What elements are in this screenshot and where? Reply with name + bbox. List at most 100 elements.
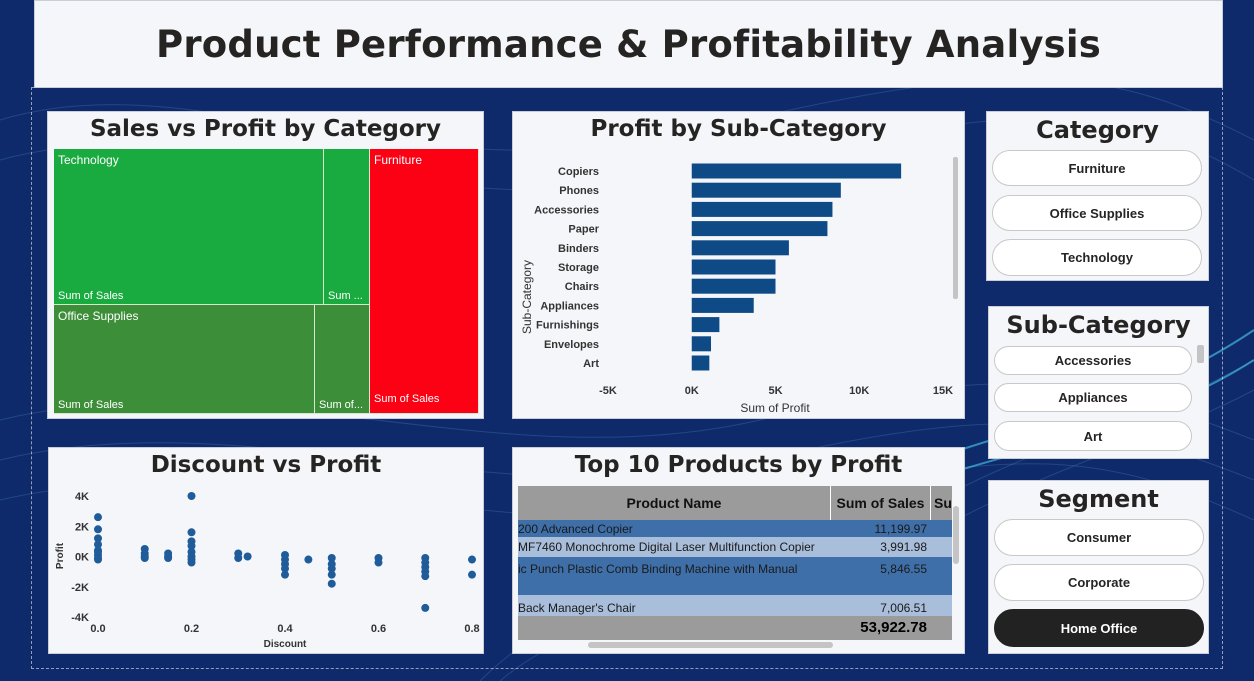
bar[interactable] — [691, 317, 720, 333]
table-row-sales: 11,199.97 — [831, 520, 931, 537]
bar-y-axis-label: Sub-Category — [520, 260, 534, 334]
scatter-point[interactable] — [327, 554, 336, 563]
slicer-option-art[interactable]: Art — [994, 421, 1192, 451]
scatter-point[interactable] — [468, 570, 476, 579]
scatter-point[interactable] — [304, 555, 313, 564]
slicer-option-accessories[interactable]: Accessories — [994, 346, 1192, 375]
scatter-title: Discount vs Profit — [150, 452, 382, 478]
scatter-point[interactable] — [94, 525, 102, 534]
slicer-option-technology[interactable]: Technology — [992, 239, 1202, 276]
table-total-cell — [931, 616, 952, 640]
treemap-tile-technology[interactable]: Technology Sum of Sales — [54, 149, 324, 305]
scatter-point[interactable] — [374, 558, 383, 567]
bar-category-label: Furnishings — [536, 320, 599, 332]
treemap-tile-footer: Sum of Sales — [58, 290, 124, 302]
col-header-sum-of-sales[interactable]: Sum of Sales — [831, 486, 931, 520]
treemap-tile-furniture[interactable]: Furniture Sum of Sales — [370, 149, 479, 414]
slicer-option-consumer[interactable]: Consumer — [994, 519, 1204, 556]
bar-chart-panel: Profit by Sub-Category Sub-Category Sum … — [512, 111, 965, 419]
treemap-tile-footer: Sum of Sales — [58, 399, 124, 411]
slicer-option-furniture[interactable]: Furniture — [992, 150, 1202, 186]
table-row-cell — [931, 595, 952, 616]
bar[interactable] — [691, 163, 902, 179]
table-horizontal-scrollbar[interactable] — [588, 642, 833, 648]
bar-x-tick-label: 15K — [933, 385, 953, 397]
treemap-tile-office-supplies-small[interactable]: Sum of... — [315, 305, 370, 414]
page-title: Product Performance & Profitability Anal… — [156, 22, 1101, 66]
scatter-point[interactable] — [327, 579, 336, 588]
scatter-point[interactable] — [187, 492, 196, 500]
bar-chart: Sub-Category Sum of Profit Copiers Phones… — [520, 157, 958, 415]
scatter-point[interactable] — [94, 554, 102, 563]
table-row-cell — [931, 537, 952, 557]
table-total-sales: 53,922.78 — [831, 616, 931, 640]
table-row-name[interactable]: Back Manager's Chair — [518, 595, 831, 616]
scatter-x-tick-label: 0.6 — [371, 623, 386, 635]
scatter-point[interactable] — [94, 534, 102, 543]
scatter-point[interactable] — [187, 528, 196, 537]
title-bar: Product Performance & Profitability Anal… — [34, 0, 1223, 88]
scatter-y-axis-label: Profit — [55, 542, 66, 569]
scatter-point[interactable] — [94, 547, 102, 556]
subcategory-scrollbar[interactable] — [1197, 345, 1204, 363]
bar[interactable] — [691, 259, 776, 275]
bar-x-tick-label: 0K — [685, 385, 699, 397]
bar-category-label: Copiers — [558, 166, 599, 178]
treemap-tile-technology-small[interactable]: Sum ... — [324, 149, 370, 305]
col-header-product-name[interactable]: Product Name — [518, 486, 831, 520]
slicer-option-corporate[interactable]: Corporate — [994, 564, 1204, 601]
scatter-point[interactable] — [327, 570, 336, 579]
scatter-point[interactable] — [94, 513, 102, 522]
table-row-name[interactable]: 200 Advanced Copier — [518, 520, 831, 537]
scatter-point[interactable] — [327, 564, 336, 573]
scatter-x-tick-label: 0.4 — [277, 623, 293, 635]
treemap-tile-label: Furniture — [374, 153, 423, 167]
scatter-x-tick-label: 0.0 — [90, 623, 105, 635]
scatter-point[interactable] — [164, 554, 173, 563]
slicer-option-office-supplies[interactable]: Office Supplies — [992, 195, 1202, 231]
table-row-name[interactable]: ic Punch Plastic Comb Binding Machine wi… — [518, 557, 831, 595]
scatter-point[interactable] — [187, 558, 196, 567]
treemap-tile-footer: Sum ... — [328, 290, 363, 302]
bar-category-label: Chairs — [565, 281, 599, 293]
scatter-point[interactable] — [468, 555, 476, 564]
bar[interactable] — [691, 240, 789, 256]
bar[interactable] — [691, 297, 754, 313]
bar[interactable] — [691, 201, 833, 217]
scatter-y-tick-label: 0K — [75, 552, 89, 564]
bar[interactable] — [691, 182, 841, 198]
scatter-point[interactable] — [187, 541, 196, 550]
bar[interactable] — [691, 221, 828, 237]
bar-category-label: Phones — [559, 185, 599, 197]
scatter-point[interactable] — [281, 570, 289, 579]
table-row-cell — [931, 557, 952, 595]
top-products-table: Product Name Sum of Sales Su 200 Advance… — [518, 486, 952, 640]
bar-chart-scrollbar[interactable] — [953, 157, 958, 299]
bar[interactable] — [691, 355, 710, 371]
treemap-tile-office-supplies[interactable]: Office Supplies Sum of Sales — [54, 305, 315, 414]
scatter-point[interactable] — [140, 554, 149, 563]
bar-category-label: Paper — [568, 224, 599, 236]
scatter-point[interactable] — [94, 540, 102, 549]
bar-x-axis-label: Sum of Profit — [740, 401, 810, 415]
bar-x-tick-label: 5K — [768, 385, 782, 397]
scatter-point[interactable] — [243, 552, 252, 561]
slicer-option-appliances[interactable]: Appliances — [994, 383, 1192, 412]
treemap: Technology Sum of Sales Sum ... Office S… — [54, 149, 479, 414]
table-row-sales: 7,006.51 — [831, 595, 931, 616]
table-panel: Top 10 Products by Profit Product Name S… — [512, 447, 965, 654]
table-row-name[interactable]: MF7460 Monochrome Digital Laser Multifun… — [518, 537, 831, 557]
bar[interactable] — [691, 278, 776, 294]
scatter-point[interactable] — [421, 572, 430, 581]
slicer-option-home-office[interactable]: Home Office — [994, 609, 1204, 647]
bar[interactable] — [691, 336, 712, 352]
scatter-point[interactable] — [281, 564, 289, 573]
treemap-title: Sales vs Profit by Category — [89, 116, 442, 142]
col-header-truncated[interactable]: Su — [931, 486, 952, 520]
scatter-point[interactable] — [421, 603, 430, 612]
table-row-sales: 5,846.55 — [831, 557, 931, 595]
bar-category-label: Art — [583, 358, 599, 370]
table-vertical-scrollbar[interactable] — [953, 506, 959, 564]
scatter-point[interactable] — [234, 554, 243, 563]
